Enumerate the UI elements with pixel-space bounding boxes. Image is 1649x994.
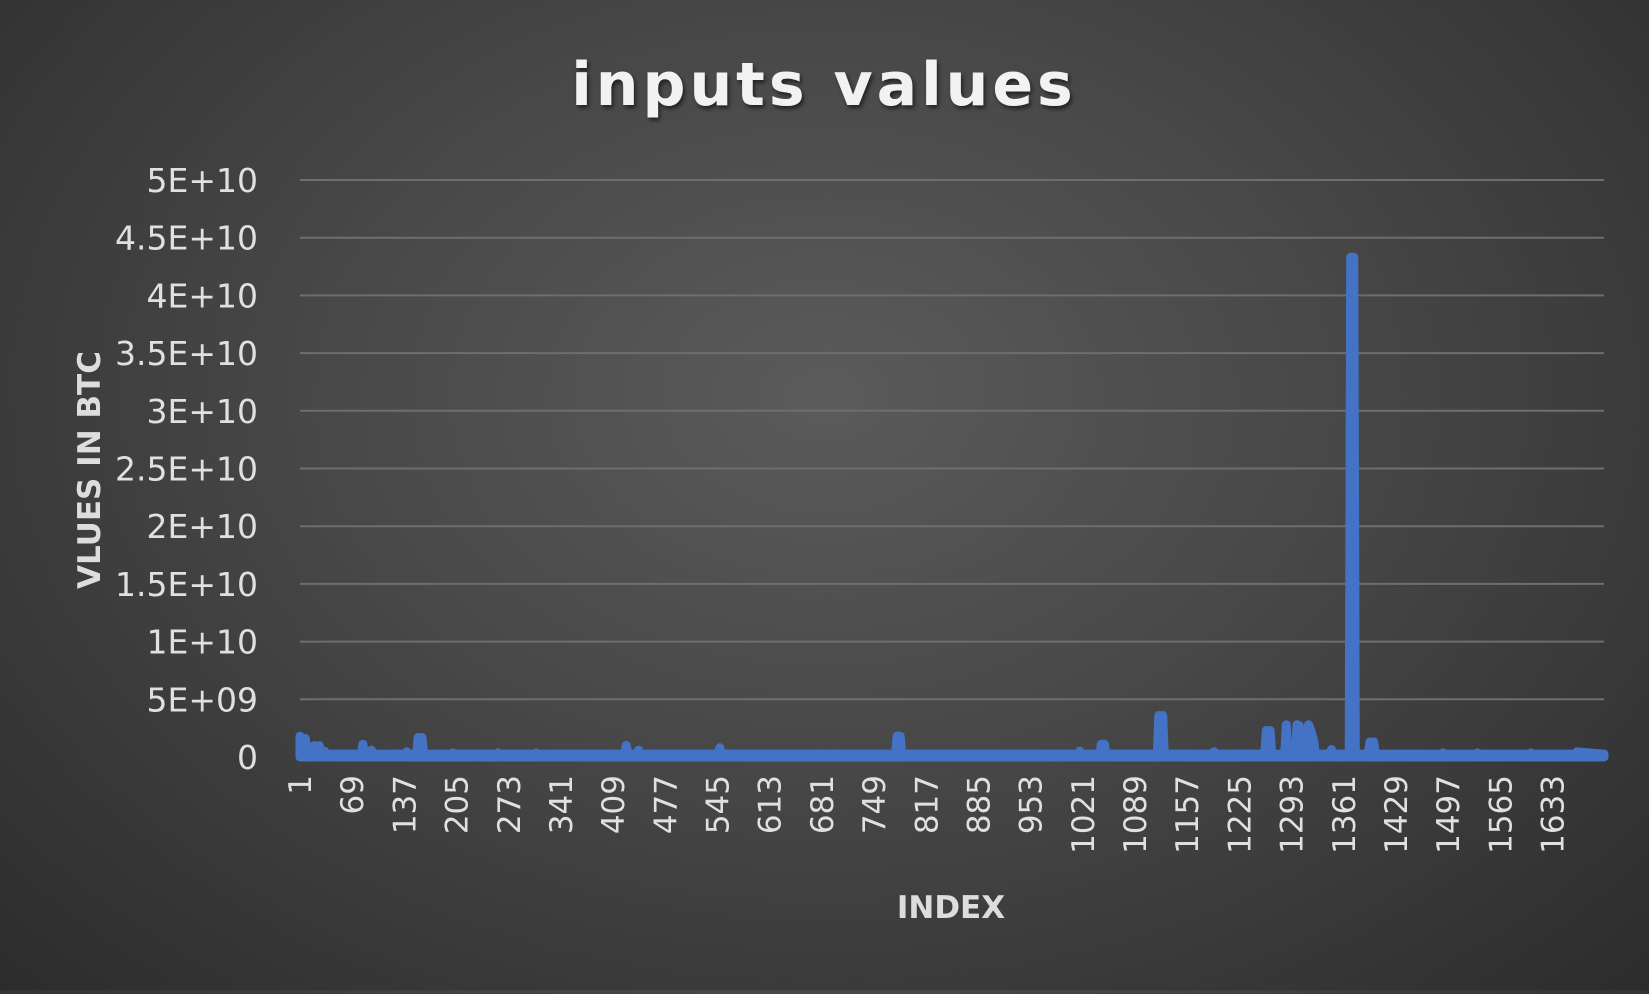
x-tick-label: 205 [440, 775, 476, 834]
y-tick-label: 5E+09 [147, 680, 259, 719]
x-tick-label: 1157 [1170, 775, 1206, 854]
x-tick-label: 545 [701, 775, 737, 834]
x-tick-label: 1633 [1536, 775, 1572, 854]
x-tick-label: 1089 [1118, 775, 1154, 854]
x-tick-label: 885 [961, 775, 997, 834]
x-tick-label: 817 [909, 775, 945, 834]
y-tick-label: 4E+10 [147, 276, 259, 315]
chart-title: inputs values [571, 50, 1077, 120]
y-tick-label: 3E+10 [147, 392, 259, 431]
y-axis-title: VLUES IN BTC [72, 351, 108, 589]
y-tick-label: 5E+10 [147, 161, 259, 200]
x-tick-label: 1361 [1327, 775, 1363, 854]
x-tick-label: 341 [544, 775, 580, 834]
x-tick-label: 613 [753, 775, 789, 834]
x-tick-label: 1565 [1483, 775, 1519, 854]
gridlines [300, 179, 1604, 758]
x-tick-label: 1497 [1431, 775, 1467, 854]
y-tick-label: 1E+10 [147, 623, 259, 662]
y-tick-label: 1.5E+10 [115, 565, 258, 604]
x-axis-tick-labels: 1 69 137 205 273 341 409 477 545 613 681 749 817 885 9… [283, 775, 1572, 854]
y-tick-label: 0 [237, 738, 258, 777]
x-tick-label: 477 [648, 775, 684, 834]
y-tick-label: 2E+10 [147, 507, 259, 546]
x-tick-label: 1429 [1379, 775, 1415, 854]
x-tick-label: 273 [492, 775, 528, 834]
x-tick-label: 1 [283, 775, 319, 795]
x-axis-title: INDEX [897, 890, 1005, 926]
y-axis-tick-labels: 0 5E+09 1E+10 1.5E+10 2E+10 2.5E+10 3E+10 3.5E+… [115, 161, 258, 777]
y-tick-label: 3.5E+10 [115, 334, 258, 373]
x-tick-label: 681 [805, 775, 841, 834]
x-tick-label: 953 [1014, 775, 1050, 834]
y-tick-label: 4.5E+10 [115, 219, 258, 258]
x-tick-label: 409 [596, 775, 632, 834]
series-area [295, 252, 1609, 762]
x-tick-label: 1021 [1066, 775, 1102, 854]
x-tick-label: 749 [857, 775, 893, 834]
y-tick-label: 2.5E+10 [115, 450, 258, 489]
x-tick-label: 137 [387, 775, 423, 834]
x-tick-label: 1225 [1222, 775, 1258, 854]
x-tick-label: 69 [335, 775, 371, 814]
x-tick-label: 1293 [1275, 775, 1311, 854]
series-layer [295, 252, 1609, 762]
